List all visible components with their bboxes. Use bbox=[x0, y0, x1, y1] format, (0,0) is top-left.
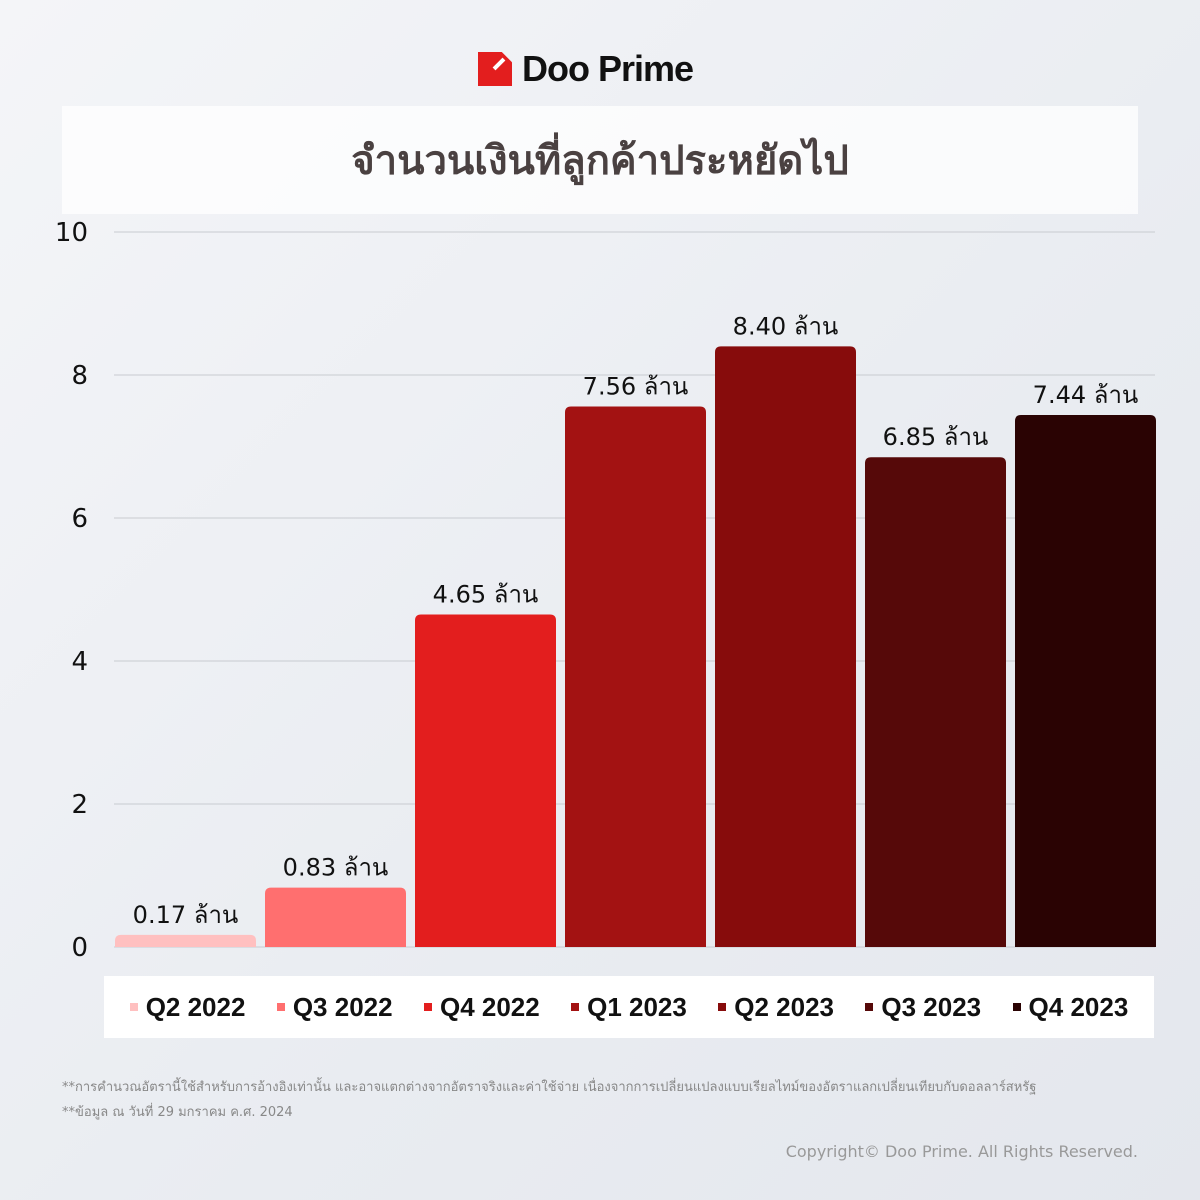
bar-q1-2023 bbox=[565, 406, 706, 948]
y-tick-label: 4 bbox=[71, 647, 88, 677]
data-label: 4.65 ล้าน bbox=[433, 581, 539, 609]
brand-logo: Doo Prime bbox=[478, 48, 694, 90]
data-label: 8.40 ล้าน bbox=[733, 312, 839, 340]
legend-swatch bbox=[276, 1003, 285, 1011]
brand-name: Doo Prime bbox=[522, 48, 694, 89]
data-label: 0.83 ล้าน bbox=[283, 854, 389, 882]
legend-swatch bbox=[423, 1003, 432, 1011]
legend-label: Q2 2022 bbox=[145, 991, 246, 1022]
legend-item: Q4 2023 bbox=[1012, 991, 1129, 1023]
legend: Q2 2022 Q3 2022 Q4 2022 Q1 2023 Q2 2023 Q3 20… bbox=[104, 976, 1154, 1038]
legend-item: Q1 2023 bbox=[571, 992, 687, 1023]
legend-item: Q2 2022 bbox=[129, 991, 246, 1023]
legend-swatch bbox=[129, 1003, 138, 1011]
bar-q4-2023 bbox=[1015, 415, 1156, 947]
y-tick-label: 10 bbox=[55, 218, 88, 248]
doo-prime-logo-icon bbox=[478, 52, 512, 86]
bar-q2-2023 bbox=[715, 346, 856, 947]
data-label: 7.44 ล้าน bbox=[1033, 381, 1139, 409]
legend-swatch bbox=[571, 1003, 580, 1011]
y-tick-label: 2 bbox=[71, 790, 88, 820]
y-tick-label: 0 bbox=[71, 933, 88, 963]
data-label: 7.56 ล้าน bbox=[583, 372, 689, 400]
copyright: Copyright© Doo Prime. All Rights Reserve… bbox=[785, 1142, 1138, 1161]
legend-swatch bbox=[1012, 1003, 1021, 1011]
footnote-1: **การคำนวณอัตรานี้ใช้สำหรับการอ้างอิงเท่… bbox=[62, 1080, 1037, 1095]
legend-label: Q2 2023 bbox=[734, 991, 834, 1022]
legend-label: Q1 2023 bbox=[587, 991, 687, 1022]
legend-label: Q4 2022 bbox=[439, 991, 540, 1022]
legend-label: Q3 2022 bbox=[292, 991, 393, 1022]
footnote-2: **ข้อมูล ณ วันที่ 29 มกราคม ค.ศ. 2024 bbox=[62, 1105, 293, 1120]
data-label: 6.85 ล้าน bbox=[883, 423, 989, 451]
legend-label: Q4 2023 bbox=[1028, 991, 1129, 1022]
bar-q3-2022 bbox=[265, 887, 406, 947]
legend-label: Q3 2023 bbox=[881, 991, 982, 1022]
legend-swatch bbox=[718, 1003, 727, 1011]
legend-item: Q3 2023 bbox=[865, 992, 981, 1023]
bar-q2-2022 bbox=[115, 934, 256, 947]
bar-q3-2023 bbox=[865, 457, 1006, 947]
bar-chart: 0 2 4 6 8 10 0.17 ล้าน 0.83 ล้าน 4.65 ล้าน 7.56 ล… bbox=[55, 218, 1156, 963]
legend-item: Q4 2022 bbox=[423, 991, 540, 1023]
y-tick-label: 8 bbox=[71, 361, 88, 391]
legend-item: Q3 2022 bbox=[276, 991, 393, 1023]
title-band: จำนวนเงินที่ลูกค้าประหยัดไป bbox=[62, 106, 1138, 214]
data-label: 0.17 ล้าน bbox=[133, 901, 239, 929]
y-tick-label: 6 bbox=[71, 504, 88, 534]
chart-title: จำนวนเงินที่ลูกค้าประหยัดไป bbox=[351, 138, 849, 184]
legend-swatch bbox=[865, 1003, 874, 1011]
legend-item: Q2 2023 bbox=[718, 992, 834, 1023]
bar-q4-2022 bbox=[415, 614, 556, 947]
